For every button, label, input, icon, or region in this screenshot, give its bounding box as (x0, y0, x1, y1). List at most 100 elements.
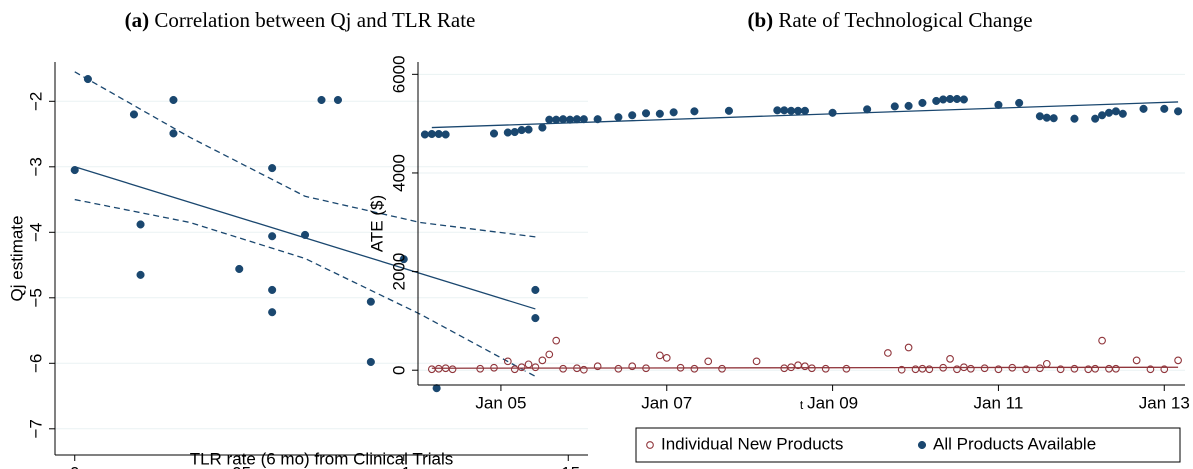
point (821, 364, 830, 373)
point (628, 111, 637, 120)
point (1070, 364, 1079, 373)
point (1049, 114, 1058, 123)
point (399, 255, 408, 264)
point (448, 365, 457, 374)
x-axis-label: TLR rate (6 mo) from Clinical Trials (190, 449, 454, 468)
point (904, 343, 913, 352)
point (441, 130, 450, 139)
x-tick-label: .1 (397, 463, 411, 469)
point (1111, 107, 1120, 116)
point (897, 365, 906, 374)
point (235, 264, 244, 274)
point (614, 113, 623, 122)
point (787, 106, 796, 115)
point (662, 354, 671, 362)
point (939, 95, 948, 104)
point (1104, 108, 1114, 117)
point (669, 108, 678, 117)
point (579, 365, 588, 374)
point (136, 270, 145, 279)
y-tick-label: −2 (26, 92, 45, 111)
x-axis-label: t (800, 398, 804, 412)
point (1132, 356, 1141, 365)
x-tick-label: 0 (70, 463, 79, 469)
point (1056, 365, 1065, 374)
point (980, 364, 989, 373)
point (773, 106, 782, 115)
point (1160, 365, 1169, 374)
point (1070, 114, 1079, 123)
point (959, 95, 968, 104)
point (655, 351, 664, 360)
x-tick-label: .15 (556, 463, 580, 469)
point (531, 314, 540, 323)
fit-line (431, 366, 1179, 369)
point (994, 365, 1003, 374)
point (1036, 364, 1044, 373)
point (946, 355, 954, 363)
point (925, 365, 934, 374)
point (800, 106, 810, 115)
point (432, 384, 441, 393)
point (317, 95, 326, 105)
y-tick-label: −5 (26, 288, 45, 307)
point (169, 95, 178, 105)
point (801, 362, 809, 371)
point (366, 297, 375, 306)
y-tick-label: 0 (389, 365, 408, 374)
point (918, 98, 927, 107)
legend-marker (917, 440, 927, 450)
point (70, 166, 79, 175)
point (952, 94, 962, 104)
point (752, 357, 761, 366)
legend-box (635, 427, 1181, 463)
point (333, 95, 343, 105)
x-tick-label: Jan 05 (475, 393, 526, 412)
point (1042, 359, 1051, 368)
point (690, 107, 699, 116)
point (427, 365, 436, 374)
x-tick-label: Jan 09 (807, 393, 858, 412)
y-tick-label: −7 (26, 419, 45, 438)
x-tick-label: .05 (227, 463, 251, 469)
panel-title: (a) Correlation between Qj and TLR Rate (125, 8, 476, 32)
point (890, 102, 899, 111)
point (1146, 365, 1155, 374)
x-tick-label: Jan 11 (974, 393, 1024, 412)
point (510, 127, 519, 137)
point (503, 357, 512, 366)
fit-line (431, 101, 1179, 129)
point (724, 106, 733, 115)
point (538, 123, 547, 132)
point (503, 128, 512, 137)
point (641, 109, 651, 118)
point (1098, 111, 1107, 120)
point (268, 232, 277, 241)
point (1160, 104, 1169, 113)
point (1174, 356, 1182, 365)
fit-line (74, 71, 536, 238)
panel-label: (a) (125, 8, 150, 32)
point (268, 285, 277, 294)
point (1042, 113, 1051, 122)
point (1118, 109, 1127, 118)
point (690, 364, 699, 373)
point (434, 129, 443, 139)
point (545, 350, 554, 359)
point (427, 129, 436, 139)
point (517, 126, 526, 135)
point (1105, 364, 1113, 373)
point (918, 364, 927, 373)
point (545, 115, 554, 124)
point (946, 94, 955, 104)
point (884, 349, 892, 357)
panel-title: (b) Rate of Technological Change (747, 8, 1032, 32)
point (489, 129, 499, 138)
point (1112, 364, 1120, 373)
point (828, 108, 837, 117)
point (510, 365, 519, 374)
point (593, 115, 602, 124)
point (366, 357, 375, 367)
point (559, 115, 568, 124)
